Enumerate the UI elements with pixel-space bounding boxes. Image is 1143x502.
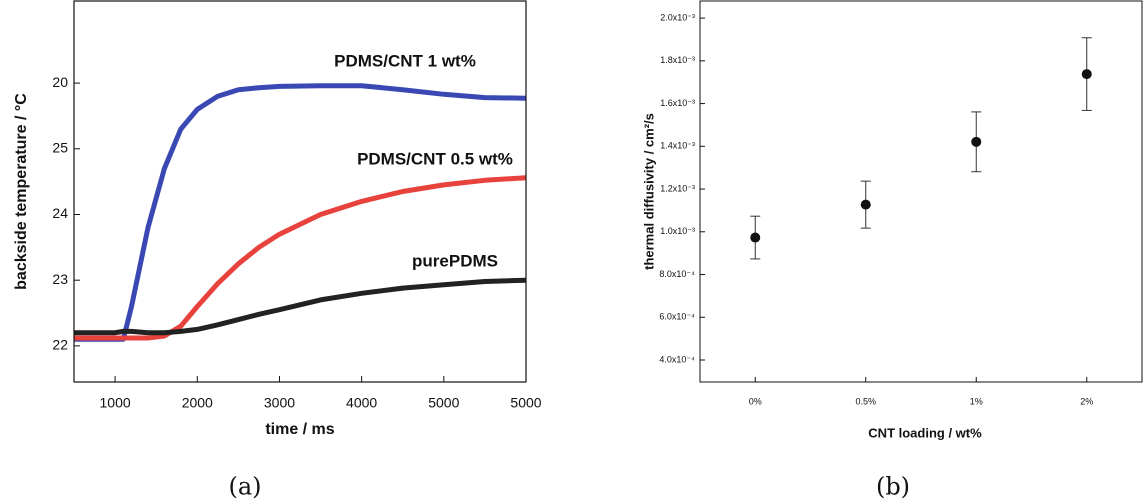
x-tick-label: 0% <box>749 396 762 406</box>
series-label: purePDMS <box>412 251 498 270</box>
x-axis-title: CNT loading / wt% <box>868 425 982 440</box>
x-tick-label: 3000 <box>264 395 295 411</box>
y-tick-label: 2.0x10⁻³ <box>660 12 695 22</box>
y-tick-label: 8.0x10⁻⁴ <box>659 269 695 279</box>
y-tick-label: 23 <box>52 271 68 287</box>
y-axis-title: backside temperature / °C <box>13 93 30 290</box>
data-line <box>74 83 527 342</box>
caption: (a) <box>228 473 261 501</box>
y-tick-label: 22 <box>52 337 68 353</box>
data-line <box>74 277 527 336</box>
x-tick-label: 0.5% <box>855 396 876 406</box>
x-tick-label: 5000 <box>428 395 459 411</box>
plot-frame <box>73 0 527 383</box>
y-tick-label: 6.0x10⁻⁴ <box>659 312 695 322</box>
series-label: PDMS/CNT 0.5 wt% <box>357 149 513 168</box>
x-tick-label: 2% <box>1080 396 1093 406</box>
y-tick-label: 1.0x10⁻³ <box>660 226 695 236</box>
x-tick-label: 1000 <box>100 395 131 411</box>
y-tick-label: 1.6x10⁻³ <box>660 98 695 108</box>
data-point <box>971 136 982 147</box>
y-axis-title: thermal diffusivity / cm²/s <box>641 113 656 270</box>
x-axis-title: time / ms <box>265 421 334 438</box>
x-tick-label: 2000 <box>182 395 213 411</box>
y-tick-label: 25 <box>52 140 68 156</box>
data-point <box>750 232 761 243</box>
plot-frame <box>699 0 1143 383</box>
data-point <box>1081 69 1092 80</box>
data-line <box>74 175 527 341</box>
data-point <box>860 199 871 210</box>
y-tick-label: 20 <box>52 74 68 90</box>
x-tick-label: 4000 <box>346 395 377 411</box>
y-tick-label: 1.4x10⁻³ <box>660 141 695 151</box>
series-label: PDMS/CNT 1 wt% <box>334 51 476 70</box>
x-tick-label: 1% <box>970 396 983 406</box>
x-tick-label: 5000 <box>510 395 541 411</box>
y-tick-label: 1.8x10⁻³ <box>660 55 695 65</box>
y-tick-label: 24 <box>52 205 68 221</box>
y-tick-label: 4.0x10⁻⁴ <box>659 354 695 364</box>
caption: (b) <box>876 473 910 501</box>
y-tick-label: 1.2x10⁻³ <box>660 183 695 193</box>
